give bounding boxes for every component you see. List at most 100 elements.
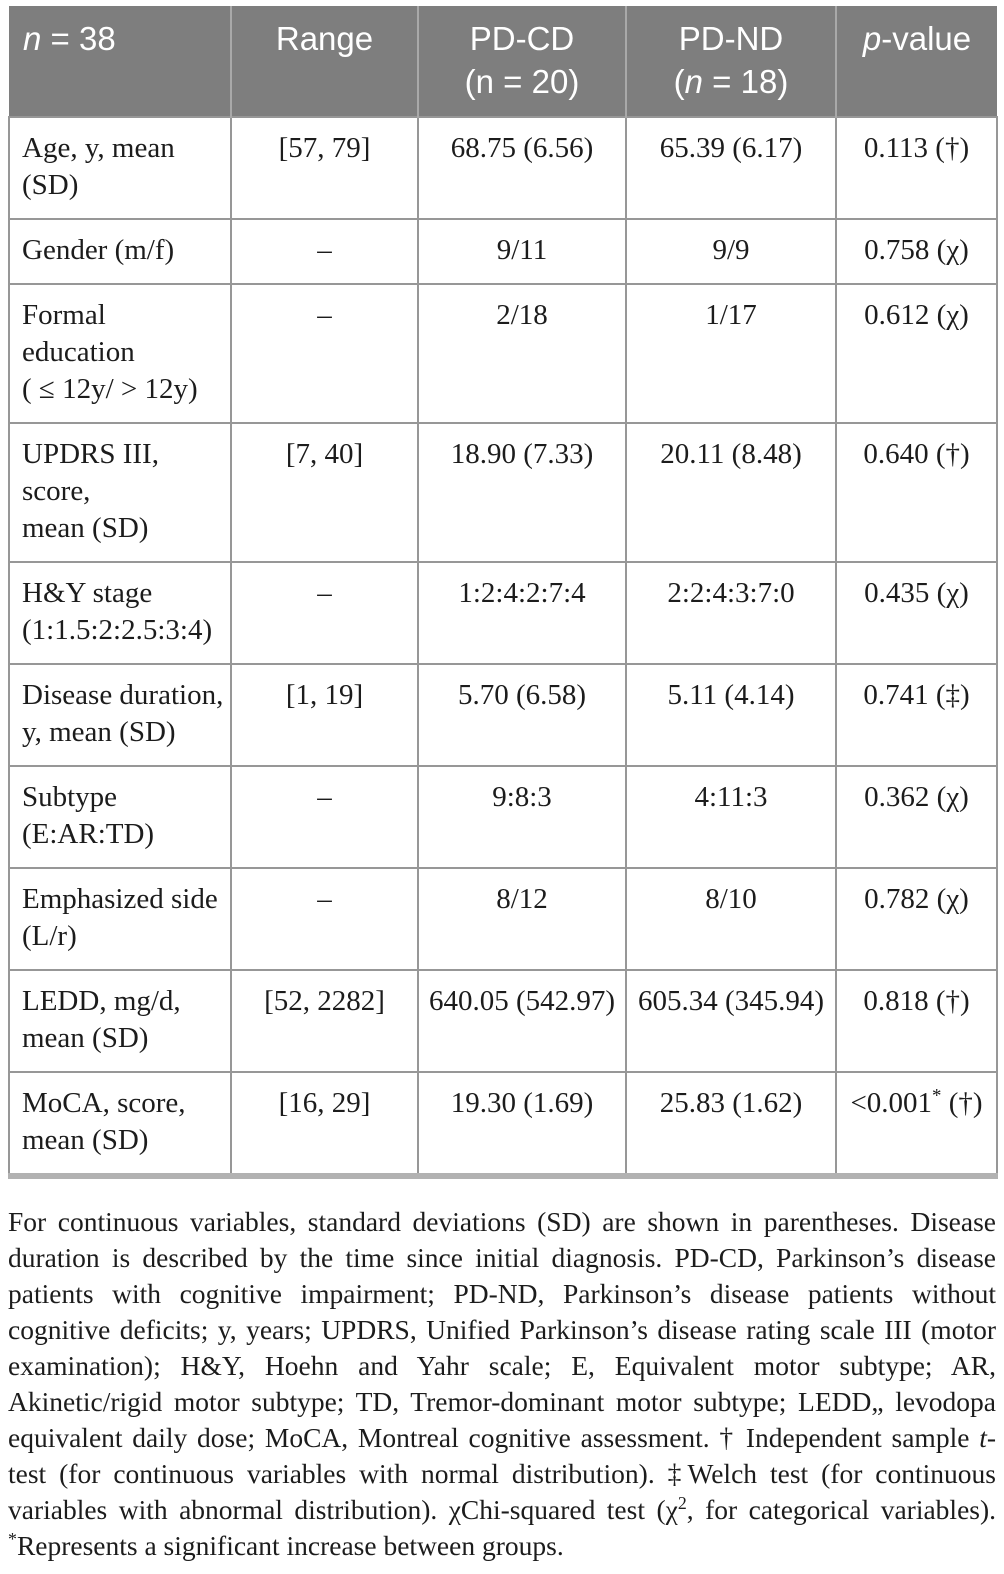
p-value: 0.758 (χ) [835, 218, 998, 285]
pdnd-value: 5.11 (4.14) [625, 663, 837, 767]
header-pdnd-n-italic: n [684, 63, 704, 100]
significance-star: * [932, 1085, 942, 1107]
pdnd-value: 9/9 [625, 218, 837, 285]
pdcd-value: 8/12 [417, 867, 627, 971]
row-label-line1: Age, y, mean (SD) [22, 132, 175, 201]
table-row-ledd: LEDD, mg/d, mean (SD) [52, 2282] 640.05 (… [8, 969, 998, 1073]
footnote-text-4: Represents a significant increase betwee… [16, 1530, 564, 1561]
row-label-line1: Formal education [22, 299, 135, 368]
range-value: – [230, 561, 419, 665]
pdcd-value: 18.90 (7.33) [417, 422, 627, 563]
range-value: – [230, 218, 419, 285]
header-cell-pdnd: PD-ND (n = 18) [625, 6, 837, 117]
header-cell-n: n = 38 [9, 6, 232, 117]
row-label-line1: LEDD, mg/d, [22, 985, 181, 1017]
range-value: – [230, 867, 419, 971]
row-label: UPDRS III, score, mean (SD) [8, 422, 232, 563]
table-row-disease-duration: Disease duration, y, mean (SD) [1, 19] 5.… [8, 663, 998, 767]
row-label: Subtype (E:AR:TD) [8, 765, 232, 869]
pdnd-value: 4:11:3 [625, 765, 837, 869]
header-range-label: Range [275, 20, 374, 57]
pdcd-value: 19.30 (1.69) [417, 1071, 627, 1179]
header-pdnd-line2: (n = 18) [635, 60, 827, 103]
table-body: Age, y, mean (SD) [57, 79] 68.75 (6.56) … [8, 116, 998, 1179]
footnote-text-3: , for categorical variables). [686, 1494, 997, 1525]
header-pdnd-line1: PD-ND [678, 20, 784, 57]
header-p-italic: p [862, 20, 882, 57]
row-label-line1: H&Y stage [22, 577, 153, 609]
range-value: [57, 79] [230, 116, 419, 220]
row-label-line1: Subtype [22, 781, 118, 813]
pdcd-value: 1:2:4:2:7:4 [417, 561, 627, 665]
row-label-line1: UPDRS III, score, [22, 438, 159, 507]
p-value: <0.001* (†) [835, 1071, 998, 1179]
row-label-line1: Disease duration, [22, 679, 224, 711]
pdcd-value: 9:8:3 [417, 765, 627, 869]
row-label: MoCA, score, mean (SD) [8, 1071, 232, 1179]
pdcd-value: 640.05 (542.97) [417, 969, 627, 1073]
header-n-italic: n [23, 20, 42, 57]
table-row-hy-stage: H&Y stage (1:1.5:2:2.5:3:4) – 1:2:4:2:7:4… [8, 561, 998, 665]
pdnd-value: 1/17 [625, 283, 837, 424]
header-row: n = 38 Range PD-CD (n = 20) PD-ND (n = 18)… [9, 6, 997, 117]
row-label-line2: (E:AR:TD) [22, 818, 155, 850]
pdnd-value: 25.83 (1.62) [625, 1071, 837, 1179]
range-value: [16, 29] [230, 1071, 419, 1179]
table-row-moca: MoCA, score, mean (SD) [16, 29] 19.30 (1.… [8, 1071, 998, 1179]
table-row-emphasized-side: Emphasized side (L/r) – 8/12 8/10 0.782 (… [8, 867, 998, 971]
row-label: Formal education ( ≤ 12y/ > 12y) [8, 283, 232, 424]
p-value: 0.741 (‡) [835, 663, 998, 767]
row-label: H&Y stage (1:1.5:2:2.5:3:4) [8, 561, 232, 665]
row-label-line2: (1:1.5:2:2.5:3:4) [22, 614, 213, 646]
row-label-line2: mean (SD) [22, 1124, 149, 1156]
row-label: Gender (m/f) [8, 218, 232, 285]
p-value: 0.113 (†) [835, 116, 998, 220]
pdcd-value: 5.70 (6.58) [417, 663, 627, 767]
range-value: – [230, 765, 419, 869]
table-header: n = 38 Range PD-CD (n = 20) PD-ND (n = 18)… [9, 6, 997, 117]
chi-squared-superscript: 2 [677, 1492, 687, 1513]
row-label-line2: mean (SD) [22, 1022, 149, 1054]
header-pdcd-line2: (n = 20) [464, 63, 580, 100]
footnote-text-1: For continuous variables, standard devia… [8, 1206, 996, 1453]
row-label-line2: mean (SD) [22, 512, 149, 544]
header-p-rest: -value [881, 20, 972, 57]
row-label-line2: y, mean (SD) [22, 716, 176, 748]
p-value: 0.435 (χ) [835, 561, 998, 665]
pdnd-value: 20.11 (8.48) [625, 422, 837, 563]
header-n-rest: = 38 [41, 20, 116, 57]
range-value: [7, 40] [230, 422, 419, 563]
header-cell-pvalue: p-value [835, 6, 997, 117]
table-row-subtype: Subtype (E:AR:TD) – 9:8:3 4:11:3 0.362 (χ… [8, 765, 998, 869]
range-value: [52, 2282] [230, 969, 419, 1073]
pdnd-value: 8/10 [625, 867, 837, 971]
header-cell-pdcd: PD-CD (n = 20) [417, 6, 627, 117]
row-label: Emphasized side (L/r) [8, 867, 232, 971]
header-pdcd-line1: PD-CD [469, 20, 575, 57]
p-value-test-symbol: (†) [941, 1087, 983, 1119]
row-label: Disease duration, y, mean (SD) [8, 663, 232, 767]
row-label-line1: Gender (m/f) [22, 234, 175, 266]
pdnd-value: 2:2:4:3:7:0 [625, 561, 837, 665]
p-value: 0.640 (†) [835, 422, 998, 563]
demographics-table: n = 38 Range PD-CD (n = 20) PD-ND (n = 18)… [8, 6, 998, 1179]
row-label-line2: ( ≤ 12y/ > 12y) [22, 373, 198, 405]
row-label: Age, y, mean (SD) [8, 116, 232, 220]
range-value: – [230, 283, 419, 424]
pdnd-value: 65.39 (6.17) [625, 116, 837, 220]
table-row-formal-education: Formal education ( ≤ 12y/ > 12y) – 2/18 1… [8, 283, 998, 424]
row-label-line1: Emphasized side [22, 883, 218, 915]
pdnd-value: 605.34 (345.94) [625, 969, 837, 1073]
p-value: 0.818 (†) [835, 969, 998, 1073]
p-value: 0.612 (χ) [835, 283, 998, 424]
row-label-line1: MoCA, score, [22, 1087, 186, 1119]
row-label: LEDD, mg/d, mean (SD) [8, 969, 232, 1073]
table-row-gender: Gender (m/f) – 9/11 9/9 0.758 (χ) [8, 218, 998, 285]
table-row-updrs: UPDRS III, score, mean (SD) [7, 40] 18.90… [8, 422, 998, 563]
header-cell-range: Range [230, 6, 419, 117]
pdcd-value: 9/11 [417, 218, 627, 285]
header-pdnd-post: = 18) [703, 63, 789, 100]
footnote-t-italic: t [979, 1422, 987, 1453]
range-value: [1, 19] [230, 663, 419, 767]
